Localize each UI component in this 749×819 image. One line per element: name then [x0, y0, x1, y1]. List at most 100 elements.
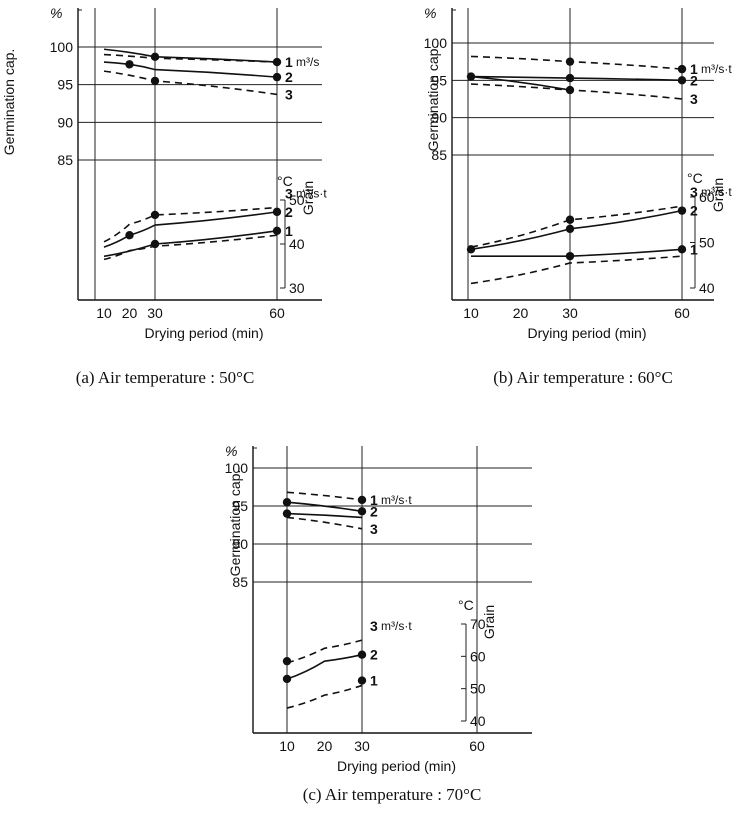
- series-label: 3: [690, 184, 698, 200]
- series-line: [470, 209, 683, 251]
- y-tick-label: 100: [225, 460, 249, 476]
- data-point: [282, 656, 292, 666]
- series-label: 1: [690, 241, 698, 257]
- series-label: 2: [370, 647, 378, 663]
- data-point: [272, 207, 282, 217]
- data-point: [677, 64, 687, 74]
- percent-unit: %: [50, 5, 62, 21]
- grain-tick-label: 50: [289, 192, 305, 208]
- series-line: [470, 205, 683, 248]
- germination-series: 1 m³/s·t2 3: [466, 55, 732, 107]
- x-axis-label: Drying period (min): [527, 325, 646, 341]
- data-point: [272, 72, 282, 82]
- series-line: [103, 234, 278, 261]
- series-line: [470, 255, 683, 285]
- series-label: 1: [370, 492, 378, 508]
- series-line: [286, 491, 363, 501]
- y-tick-label: 90: [57, 114, 73, 130]
- series-line: [470, 75, 571, 91]
- y-tick-label: 100: [424, 35, 448, 51]
- series-line: [103, 211, 278, 248]
- germination-axis-label: Germination cap.: [1, 49, 17, 156]
- grain-series: 3 m³/s·t2 1: [282, 618, 412, 709]
- data-point: [565, 85, 575, 95]
- x-tick-label: 60: [269, 305, 285, 321]
- series-label: 3: [370, 618, 378, 634]
- celsius-unit: °C: [687, 170, 703, 186]
- x-tick-label: 20: [122, 305, 138, 321]
- series-line: [103, 48, 278, 63]
- grain-tick-label: 70: [470, 616, 486, 632]
- series-label: 1: [690, 61, 698, 77]
- series-line: [286, 512, 363, 519]
- panel-caption: (b) Air temperature : 60°C: [493, 368, 673, 387]
- grain-tick-label: 40: [699, 280, 715, 296]
- x-axis-label: Drying period (min): [337, 758, 456, 774]
- data-point: [565, 215, 575, 224]
- panel-caption: (a) Air temperature : 50°C: [76, 368, 255, 387]
- data-point: [357, 650, 367, 659]
- y-tick-label: 85: [232, 574, 248, 590]
- y-tick-label: 85: [57, 152, 73, 168]
- data-point: [282, 498, 292, 507]
- data-point: [272, 226, 282, 235]
- series-label: 2: [690, 72, 698, 88]
- series-label: 2: [690, 203, 698, 219]
- x-tick-label: 30: [354, 738, 370, 754]
- percent-unit: %: [225, 443, 237, 459]
- y-tick-label: 95: [57, 77, 73, 93]
- x-tick-label: 20: [317, 738, 333, 754]
- x-tick-label: 10: [279, 738, 295, 754]
- y-tick-label: 95: [232, 498, 248, 514]
- grain-axis-label: Grain: [300, 181, 316, 215]
- panel-b: 100 95 90 85% Germination cap. 10 20 30 60 Drying…: [424, 5, 733, 387]
- series-unit: m³/s·t: [701, 62, 732, 76]
- grain-tick-label: 50: [470, 681, 486, 697]
- series-label: 2: [285, 69, 293, 85]
- data-point: [565, 73, 575, 83]
- x-tick-label: 30: [562, 305, 578, 321]
- series-line: [103, 230, 278, 258]
- series-label: 3: [285, 185, 293, 201]
- series-label: 1: [285, 54, 293, 70]
- x-tick-label: 60: [674, 305, 690, 321]
- data-point: [150, 76, 160, 86]
- series-label: 2: [370, 503, 378, 519]
- series-unit: m³/s·t: [381, 619, 412, 633]
- series-line: [103, 61, 278, 78]
- germination-series: 1 m³/s·t2 3: [282, 491, 412, 537]
- series-line: [103, 53, 278, 63]
- series-line: [286, 684, 363, 709]
- data-point: [150, 210, 160, 220]
- series-line: [286, 639, 363, 664]
- series-line: [286, 516, 363, 530]
- x-tick-label: 30: [147, 305, 163, 321]
- data-point: [282, 674, 292, 684]
- germination-series: 1 m³/s23: [103, 48, 319, 102]
- series-label: 2: [285, 204, 293, 220]
- x-tick-label: 10: [463, 305, 479, 321]
- series-line: [103, 206, 278, 243]
- celsius-unit: °C: [277, 173, 293, 189]
- grain-axis-label: Grain: [710, 178, 726, 212]
- x-tick-label: 10: [96, 305, 112, 321]
- series-line: [286, 653, 363, 680]
- grain-tick-label: 40: [470, 713, 486, 729]
- y-tick-label: 90: [232, 536, 248, 552]
- grain-axis-label: Grain: [481, 605, 497, 639]
- celsius-unit: °C: [458, 597, 474, 613]
- grain-tick-label: 60: [470, 648, 486, 664]
- data-point: [357, 676, 367, 685]
- germination-axis-label: Germination cap.: [227, 470, 243, 577]
- panel-caption: (c) Air temperature : 70°C: [303, 785, 482, 804]
- series-line: [470, 248, 683, 257]
- series-label: 1: [370, 673, 378, 689]
- series-line: [286, 501, 363, 513]
- series-line: [103, 70, 278, 96]
- data-point: [677, 206, 687, 215]
- data-point: [150, 52, 160, 61]
- data-point: [357, 507, 367, 516]
- series-unit: m³/s·t: [296, 186, 327, 200]
- y-tick-label: 85: [431, 147, 447, 163]
